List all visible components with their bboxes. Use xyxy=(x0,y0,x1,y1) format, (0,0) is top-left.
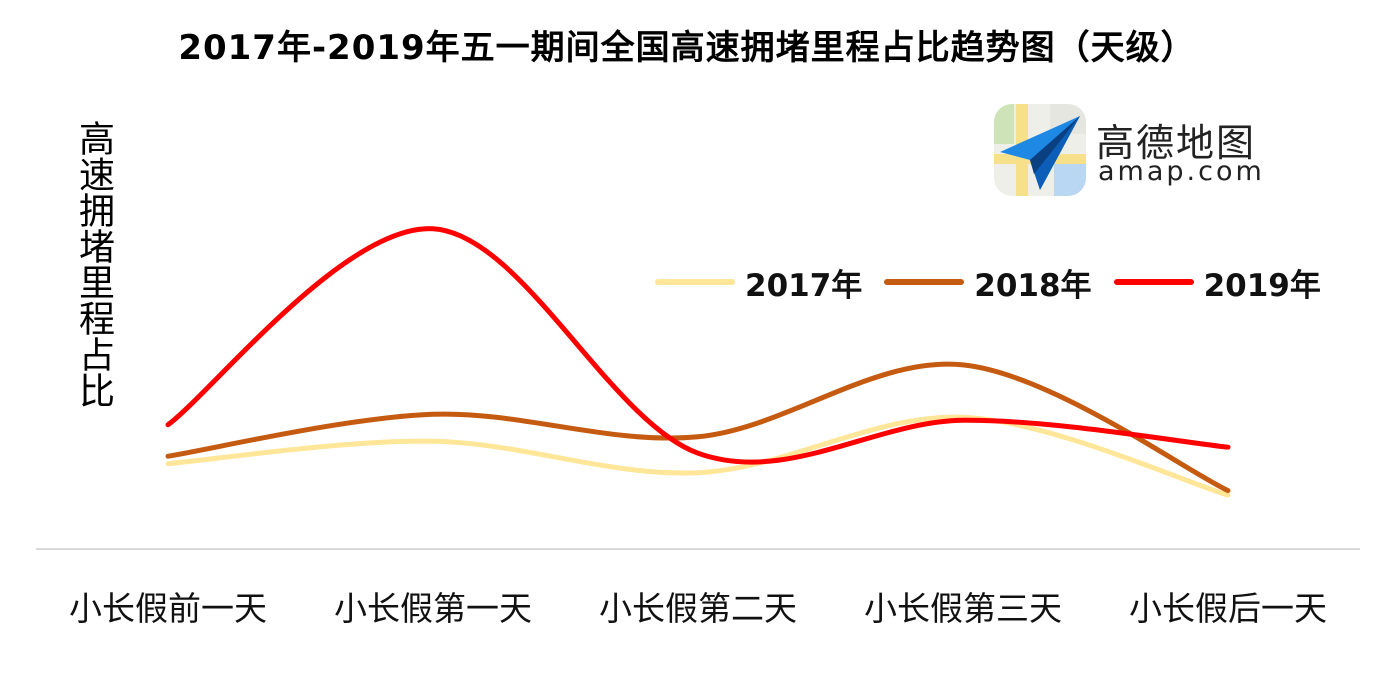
legend-item-2018: 2018年 xyxy=(884,260,1092,305)
legend-label-2019: 2019年 xyxy=(1203,267,1321,304)
logo-text-en: amap.com xyxy=(1098,156,1265,187)
series-layer xyxy=(165,226,1231,498)
legend-item-2017: 2017年 xyxy=(655,260,862,305)
series-line-2019年 xyxy=(165,226,1231,465)
x-tick-label: 小长假第二天 xyxy=(599,589,797,628)
x-tick-label: 小长假第一天 xyxy=(334,589,532,628)
series-line-2018年 xyxy=(165,361,1231,494)
amap-logo-icon xyxy=(994,104,1086,196)
legend-label-2017: 2017年 xyxy=(745,267,863,304)
logo-text-cn: 高德地图 xyxy=(1096,121,1257,165)
legend-swatch-2019 xyxy=(1113,279,1194,285)
legend-swatch-2017 xyxy=(655,279,735,285)
amap-logo: 高德地图 amap.com xyxy=(994,104,1284,196)
x-tick-label: 小长假第三天 xyxy=(864,589,1062,628)
legend-swatch-2018 xyxy=(884,279,965,285)
legend-item-2019: 2019年 xyxy=(1113,260,1321,305)
legend-label-2018: 2018年 xyxy=(974,267,1092,304)
x-tick-label: 小长假前一天 xyxy=(69,589,267,628)
x-tick-label: 小长假后一天 xyxy=(1129,589,1327,628)
chart-title: 2017年-2019年五一期间全国高速拥堵里程占比趋势图（天级） xyxy=(178,28,1196,68)
legend: 2017年 2018年 2019年 xyxy=(655,260,1343,305)
y-axis-label: 高速拥堵里程占比 xyxy=(73,120,114,408)
